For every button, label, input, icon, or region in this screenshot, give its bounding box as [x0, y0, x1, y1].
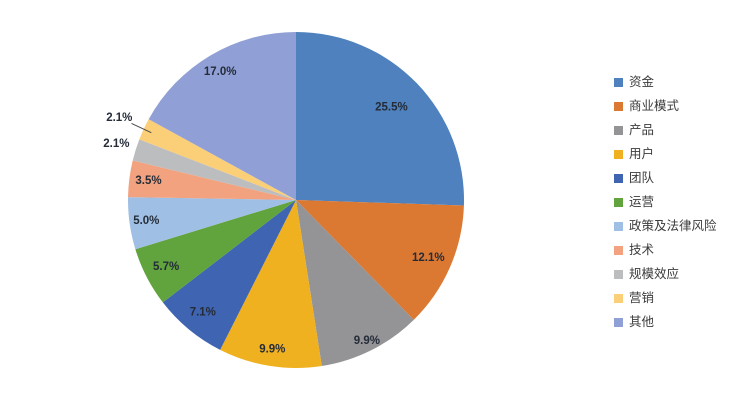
pie-slice-6 [128, 197, 296, 250]
slice-label-10: 17.0% [204, 66, 237, 78]
legend-item-9: 营销 [614, 286, 717, 310]
leader-line [131, 122, 152, 134]
slice-label-1: 12.1% [412, 252, 445, 264]
legend-label: 其他 [629, 314, 655, 329]
pie-slice-7 [128, 160, 296, 200]
legend-label: 政策及法律风险 [629, 218, 717, 233]
legend-swatch-icon [614, 197, 623, 207]
legend-label: 产品 [629, 122, 655, 137]
pie-slice-9 [139, 119, 296, 200]
legend-swatch-icon [614, 221, 623, 231]
legend-item-5: 运营 [614, 190, 717, 214]
slice-label-6: 5.0% [133, 215, 159, 227]
pie-slice-4 [162, 200, 296, 350]
legend-label: 商业模式 [629, 98, 680, 113]
slice-label-0: 25.5% [375, 102, 408, 114]
legend-swatch-icon [614, 125, 623, 135]
legend-swatch-icon [614, 245, 623, 255]
legend-swatch-icon [614, 317, 623, 327]
legend-swatch-icon [614, 293, 623, 303]
legend-label: 用户 [629, 146, 655, 161]
legend-swatch-icon [614, 269, 623, 279]
slice-label-3: 9.9% [259, 343, 285, 355]
slice-label-4: 7.1% [190, 307, 216, 319]
legend-item-4: 团队 [614, 166, 717, 190]
chart-legend: 资金商业模式产品用户团队运营政策及法律风险 技术规模效应营销其他 [614, 70, 717, 334]
legend-item-8: 规模效应 [614, 262, 717, 286]
legend-label: 规模效应 [629, 266, 680, 281]
legend-label: 技术 [629, 242, 655, 257]
slice-label-2: 9.9% [354, 335, 380, 347]
slice-label-5: 5.7% [153, 261, 179, 273]
legend-label: 营销 [629, 290, 655, 305]
legend-item-10: 其他 [614, 310, 717, 334]
legend-label: 运营 [629, 194, 655, 209]
legend-swatch-icon [614, 77, 623, 87]
slice-label-8: 2.1% [103, 138, 129, 150]
legend-item-2: 产品 [614, 118, 717, 142]
slice-label-7: 3.5% [135, 175, 161, 187]
pie-slice-0 [296, 32, 465, 206]
pie-slice-8 [132, 139, 296, 200]
legend-item-0: 资金 [614, 70, 717, 94]
legend-item-3: 用户 [614, 142, 717, 166]
pie-slice-10 [148, 32, 296, 200]
legend-swatch-icon [614, 101, 623, 111]
pie-slice-2 [296, 200, 414, 367]
legend-label: 资金 [629, 74, 655, 89]
slice-label-9: 2.1% [106, 112, 132, 124]
legend-swatch-icon [614, 149, 623, 159]
legend-label: 团队 [629, 170, 655, 185]
pie-slice-1 [296, 200, 464, 320]
pie-slice-3 [220, 200, 322, 369]
legend-item-6: 政策及法律风险 [614, 214, 717, 238]
legend-swatch-icon [614, 173, 623, 183]
legend-item-7: 技术 [614, 238, 717, 262]
pie-slice-5 [135, 200, 296, 303]
legend-item-1: 商业模式 [614, 94, 717, 118]
